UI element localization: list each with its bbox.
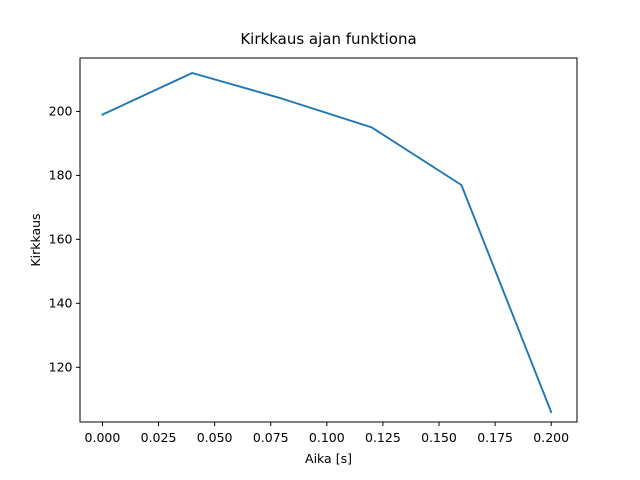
x-tick-label: 0.175 [477,430,513,445]
x-tick-label: 0.100 [309,430,345,445]
x-axis-label: Aika [s] [305,451,352,466]
y-tick-label: 160 [49,232,73,247]
x-tick-label: 0.150 [421,430,457,445]
y-tick-label: 120 [49,360,73,375]
data-line-series [101,72,553,414]
x-tick-label: 0.000 [85,430,121,445]
chart-title: Kirkkaus ajan funktiona [240,30,416,48]
x-tick-label: 0.125 [365,430,401,445]
x-tick-label: 0.075 [253,430,289,445]
plot-area-border [79,57,578,423]
y-axis-ticks: 120 140 160 180 200 [49,104,80,375]
y-tick-label: 200 [49,104,73,119]
x-axis-ticks: 0.000 0.025 0.050 0.075 0.100 0.125 0.150 0.175… [85,422,569,445]
y-tick-label: 180 [49,168,73,183]
x-tick-label: 0.025 [141,430,177,445]
x-tick-label: 0.050 [197,430,233,445]
y-tick-label: 140 [49,296,73,311]
y-axis-label: Kirkkaus [28,213,43,266]
x-tick-label: 0.200 [533,430,569,445]
